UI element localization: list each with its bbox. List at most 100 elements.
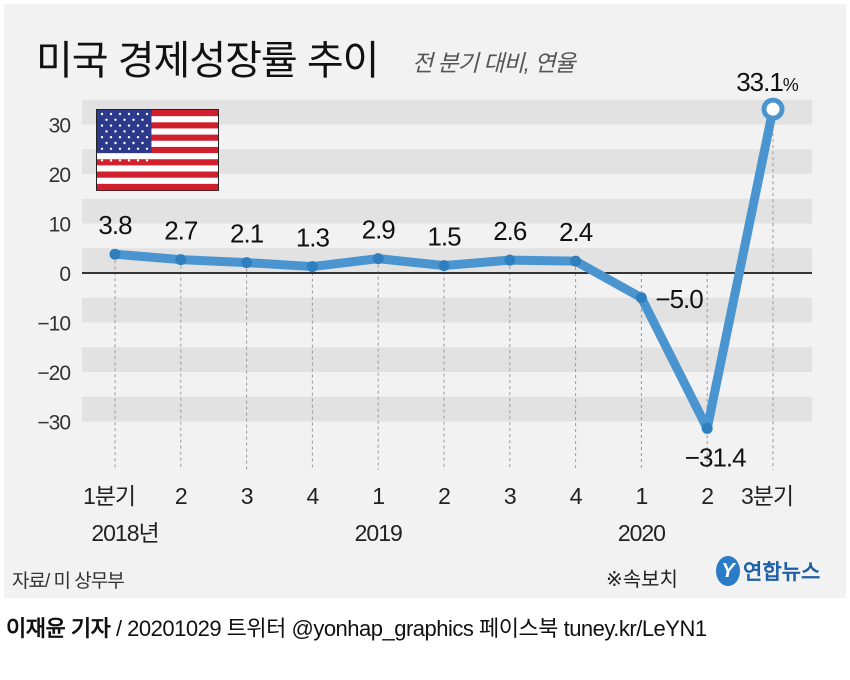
preliminary-note: ※속보치 [606, 569, 678, 591]
flag-star [145, 124, 149, 127]
x-tick-label: 4 [307, 483, 320, 509]
data-point [306, 261, 318, 273]
data-label: 2.6 [493, 216, 527, 246]
flag-star [109, 136, 113, 139]
x-tick-label: 3 [241, 483, 253, 509]
flag-star [114, 153, 117, 156]
data-point [570, 255, 582, 267]
flag-star [127, 159, 131, 162]
data-label: 2.9 [362, 215, 396, 245]
flag-star [100, 112, 104, 116]
grid-band [82, 297, 812, 323]
year-label: 2018년 [91, 520, 158, 546]
flag-stripe [97, 122, 218, 129]
flag-star [100, 136, 104, 139]
yonhap-logo: Y 연합뉴스 [716, 556, 820, 586]
flag-stripe [97, 110, 218, 117]
data-label: 2.1 [230, 219, 264, 249]
grid-band [82, 347, 812, 372]
data-label: 1.5 [427, 222, 461, 252]
data-point [109, 248, 121, 260]
x-tick-label: 1 [636, 483, 648, 509]
flag-stripe [97, 165, 218, 172]
flag-star [123, 141, 126, 145]
flag-star [127, 112, 131, 116]
flag-stripe [97, 183, 218, 191]
x-tick-label: 4 [570, 483, 583, 509]
flag-star [109, 124, 113, 127]
y-tick-label: 30 [49, 115, 71, 138]
year-label: 2019 [355, 520, 402, 546]
flag-star [123, 153, 126, 156]
data-label: 3.8 [98, 210, 132, 240]
flag-star [136, 159, 140, 162]
data-point [372, 253, 384, 265]
grid-band [82, 198, 812, 224]
credit-details: / 20201029 트위터 @yonhap_graphics 페이스북 tun… [110, 616, 707, 641]
chart-subtitle: 전 분기 대비, 연율 [412, 50, 576, 76]
flag-star [136, 147, 140, 150]
yonhap-logo-icon: Y [716, 556, 740, 586]
flag-star [114, 118, 117, 122]
flag-star [114, 141, 117, 145]
flag-stripe [97, 134, 218, 142]
flag-star [132, 153, 135, 156]
data-point [241, 257, 253, 269]
data-point [438, 260, 450, 272]
flag-star [100, 124, 104, 127]
flag-star [118, 112, 122, 116]
flag-stripe [97, 140, 218, 148]
flag-star [132, 141, 135, 145]
flag-star [132, 118, 135, 122]
flag-stripe [97, 153, 218, 160]
flag-star [141, 153, 144, 156]
flag-star [127, 147, 131, 150]
y-tick-label: 10 [49, 214, 71, 237]
y-tick-label: 20 [49, 164, 71, 187]
flag-stripe [97, 146, 218, 154]
y-tick-label: −30 [37, 412, 70, 435]
flag-star [145, 159, 149, 162]
flag-star [127, 124, 131, 127]
data-point [175, 254, 187, 266]
x-tick-label: 1 [372, 483, 384, 509]
flag-star [136, 136, 140, 139]
flag-star [145, 147, 149, 150]
flag-stripe [97, 171, 218, 178]
data-point [701, 422, 713, 434]
us-flag-icon [96, 109, 219, 191]
flag-star [118, 159, 122, 162]
flag-stripe [97, 177, 218, 185]
flag-star [141, 118, 144, 122]
data-label: −31.4 [685, 442, 746, 472]
flag-star [118, 124, 122, 127]
data-label: 33.1% [736, 67, 799, 97]
data-label: 2.4 [559, 217, 593, 247]
flag-star [109, 159, 113, 162]
x-tick-label: 2 [701, 483, 713, 509]
y-tick-label: −10 [37, 313, 70, 336]
data-point [635, 292, 647, 304]
source-text: 자료/ 미 상무부 [12, 571, 125, 592]
x-tick-label: 3 [504, 483, 516, 509]
flag-star [136, 112, 140, 116]
flag-star [141, 130, 144, 133]
flag-star [100, 159, 104, 162]
year-label: 2020 [618, 520, 665, 546]
chart-title: 미국 경제성장률 추이 [36, 39, 379, 83]
flag-star [141, 141, 144, 145]
data-label: −5.0 [655, 284, 703, 314]
line-chart: 30 20 10 0 −10 −20 −30 3.8 2.7 2.1 1.3 2.9 1.5 2.6 2.… [37, 67, 812, 546]
flag-star [114, 130, 117, 133]
flag-star [118, 136, 122, 139]
flag-star [109, 147, 113, 150]
yonhap-logo-text: 연합뉴스 [743, 561, 821, 584]
flag-stripe [97, 128, 218, 135]
flag-star [145, 136, 149, 139]
data-label: 1.3 [296, 223, 330, 253]
x-tick-label: 2 [438, 483, 450, 509]
y-tick-label: −20 [37, 362, 70, 385]
x-tick-label: 1분기 [83, 483, 135, 509]
flag-stripe [97, 159, 218, 166]
flag-star [136, 124, 140, 127]
